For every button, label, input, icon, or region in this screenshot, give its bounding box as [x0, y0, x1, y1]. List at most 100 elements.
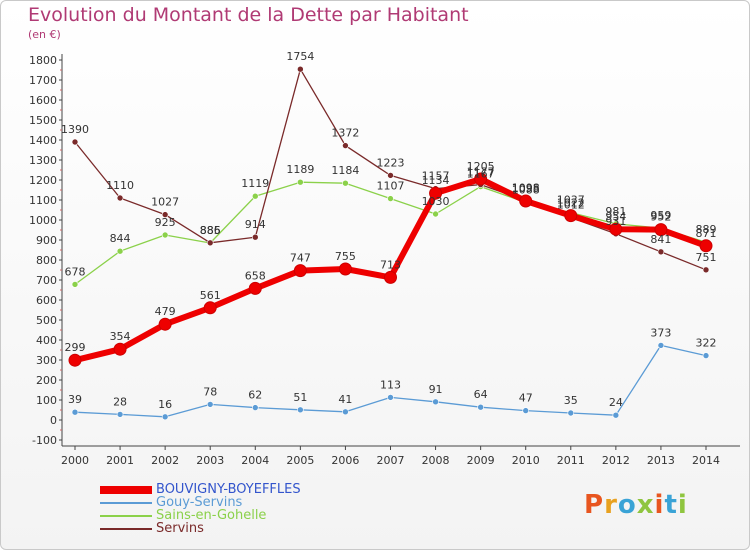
y-tick-label: -100: [32, 434, 57, 447]
legend-label: Gouy-Servins: [156, 495, 243, 510]
data-point: [657, 342, 665, 349]
legend-label: BOUVIGNY-BOYEFFLES: [156, 482, 301, 497]
data-label: 1189: [286, 163, 314, 176]
legend-swatch: [100, 502, 152, 504]
x-tick-label: 2005: [286, 454, 314, 467]
data-point: [342, 142, 349, 149]
data-point: [116, 194, 124, 202]
data-point: [477, 403, 484, 411]
legend-swatch: [100, 515, 152, 517]
x-tick-label: 2010: [512, 454, 540, 467]
data-point: [338, 262, 352, 276]
data-label: 952: [650, 211, 671, 224]
data-point: [429, 186, 443, 200]
data-label: 354: [110, 330, 131, 343]
data-label: 678: [65, 265, 86, 278]
x-tick-label: 2007: [377, 454, 405, 467]
data-label: 1754: [286, 50, 314, 63]
data-point: [387, 195, 394, 202]
data-point: [203, 301, 217, 315]
data-label: 47: [519, 392, 533, 405]
data-point: [161, 413, 169, 421]
data-label: 658: [245, 269, 266, 282]
data-point: [297, 65, 304, 73]
logo-letter: i: [654, 490, 665, 520]
data-label: 1134: [422, 174, 450, 187]
data-point: [293, 264, 307, 278]
y-tick-label: 300: [36, 354, 57, 367]
data-point: [71, 138, 79, 146]
data-label: 24: [609, 396, 623, 409]
data-label: 1223: [377, 156, 405, 169]
y-tick-label: 1700: [29, 74, 57, 87]
data-point: [116, 247, 124, 255]
data-label: 747: [290, 252, 311, 265]
y-tick-label: 200: [36, 374, 57, 387]
data-label: 1027: [151, 196, 179, 209]
data-label: 1177: [467, 166, 495, 179]
series-line-2: [74, 68, 707, 271]
data-label: 1022: [557, 197, 585, 210]
data-point: [71, 408, 79, 416]
data-point: [161, 211, 169, 218]
data-label: 1030: [422, 195, 450, 208]
data-point: [432, 210, 439, 218]
data-label: 1372: [331, 127, 359, 140]
x-tick-label: 2012: [602, 454, 630, 467]
data-label: 322: [696, 337, 717, 350]
data-point: [248, 281, 262, 295]
y-tick-label: 400: [36, 334, 57, 347]
x-tick-label: 2001: [106, 454, 134, 467]
legend-label: Servins: [156, 521, 204, 536]
data-label: 41: [338, 393, 352, 406]
data-label: 755: [335, 250, 356, 263]
x-tick-label: 2006: [331, 454, 359, 467]
data-label: 1037: [557, 194, 585, 207]
data-label: 1110: [106, 179, 134, 192]
data-label: 1098: [512, 181, 540, 194]
data-label: 16: [158, 398, 172, 411]
data-point: [113, 342, 127, 356]
data-label: 1088: [512, 183, 540, 196]
data-point: [567, 409, 575, 417]
data-point: [387, 172, 394, 179]
data-label: 841: [650, 233, 671, 246]
logo-letter: o: [617, 490, 637, 520]
data-label: 39: [68, 393, 82, 406]
y-tick-label: 1300: [29, 154, 57, 167]
data-label: 981: [605, 205, 626, 218]
data-label: 113: [380, 378, 401, 391]
data-label: 373: [650, 326, 671, 339]
y-tick-label: 1400: [29, 134, 57, 147]
y-tick-label: 500: [36, 314, 57, 327]
data-point: [654, 223, 668, 237]
data-label: 1205: [467, 160, 495, 173]
data-point: [432, 398, 439, 406]
data-label: 925: [155, 216, 176, 229]
logo-letter: t: [664, 490, 678, 520]
y-tick-label: 100: [36, 394, 57, 407]
data-label: 954: [605, 210, 626, 223]
y-tick-label: 1100: [29, 194, 57, 207]
data-label: 931: [605, 215, 626, 228]
data-label: 1390: [61, 123, 89, 136]
data-label: 35: [564, 394, 578, 407]
y-tick-label: 800: [36, 254, 57, 267]
data-point: [297, 178, 304, 186]
data-point: [342, 179, 349, 187]
data-point: [206, 239, 214, 247]
x-tick-label: 2009: [467, 454, 495, 467]
logo-letter: r: [604, 490, 618, 520]
data-label: 62: [248, 389, 262, 402]
y-tick-label: 1600: [29, 94, 57, 107]
x-tick-label: 2002: [151, 454, 179, 467]
legend-swatch: [100, 486, 152, 494]
data-label: 713: [380, 258, 401, 271]
data-label: 871: [696, 227, 717, 240]
data-label: 64: [474, 388, 488, 401]
data-point: [474, 172, 488, 186]
x-tick-label: 2011: [557, 454, 585, 467]
data-point: [68, 353, 82, 367]
data-point: [297, 406, 304, 414]
